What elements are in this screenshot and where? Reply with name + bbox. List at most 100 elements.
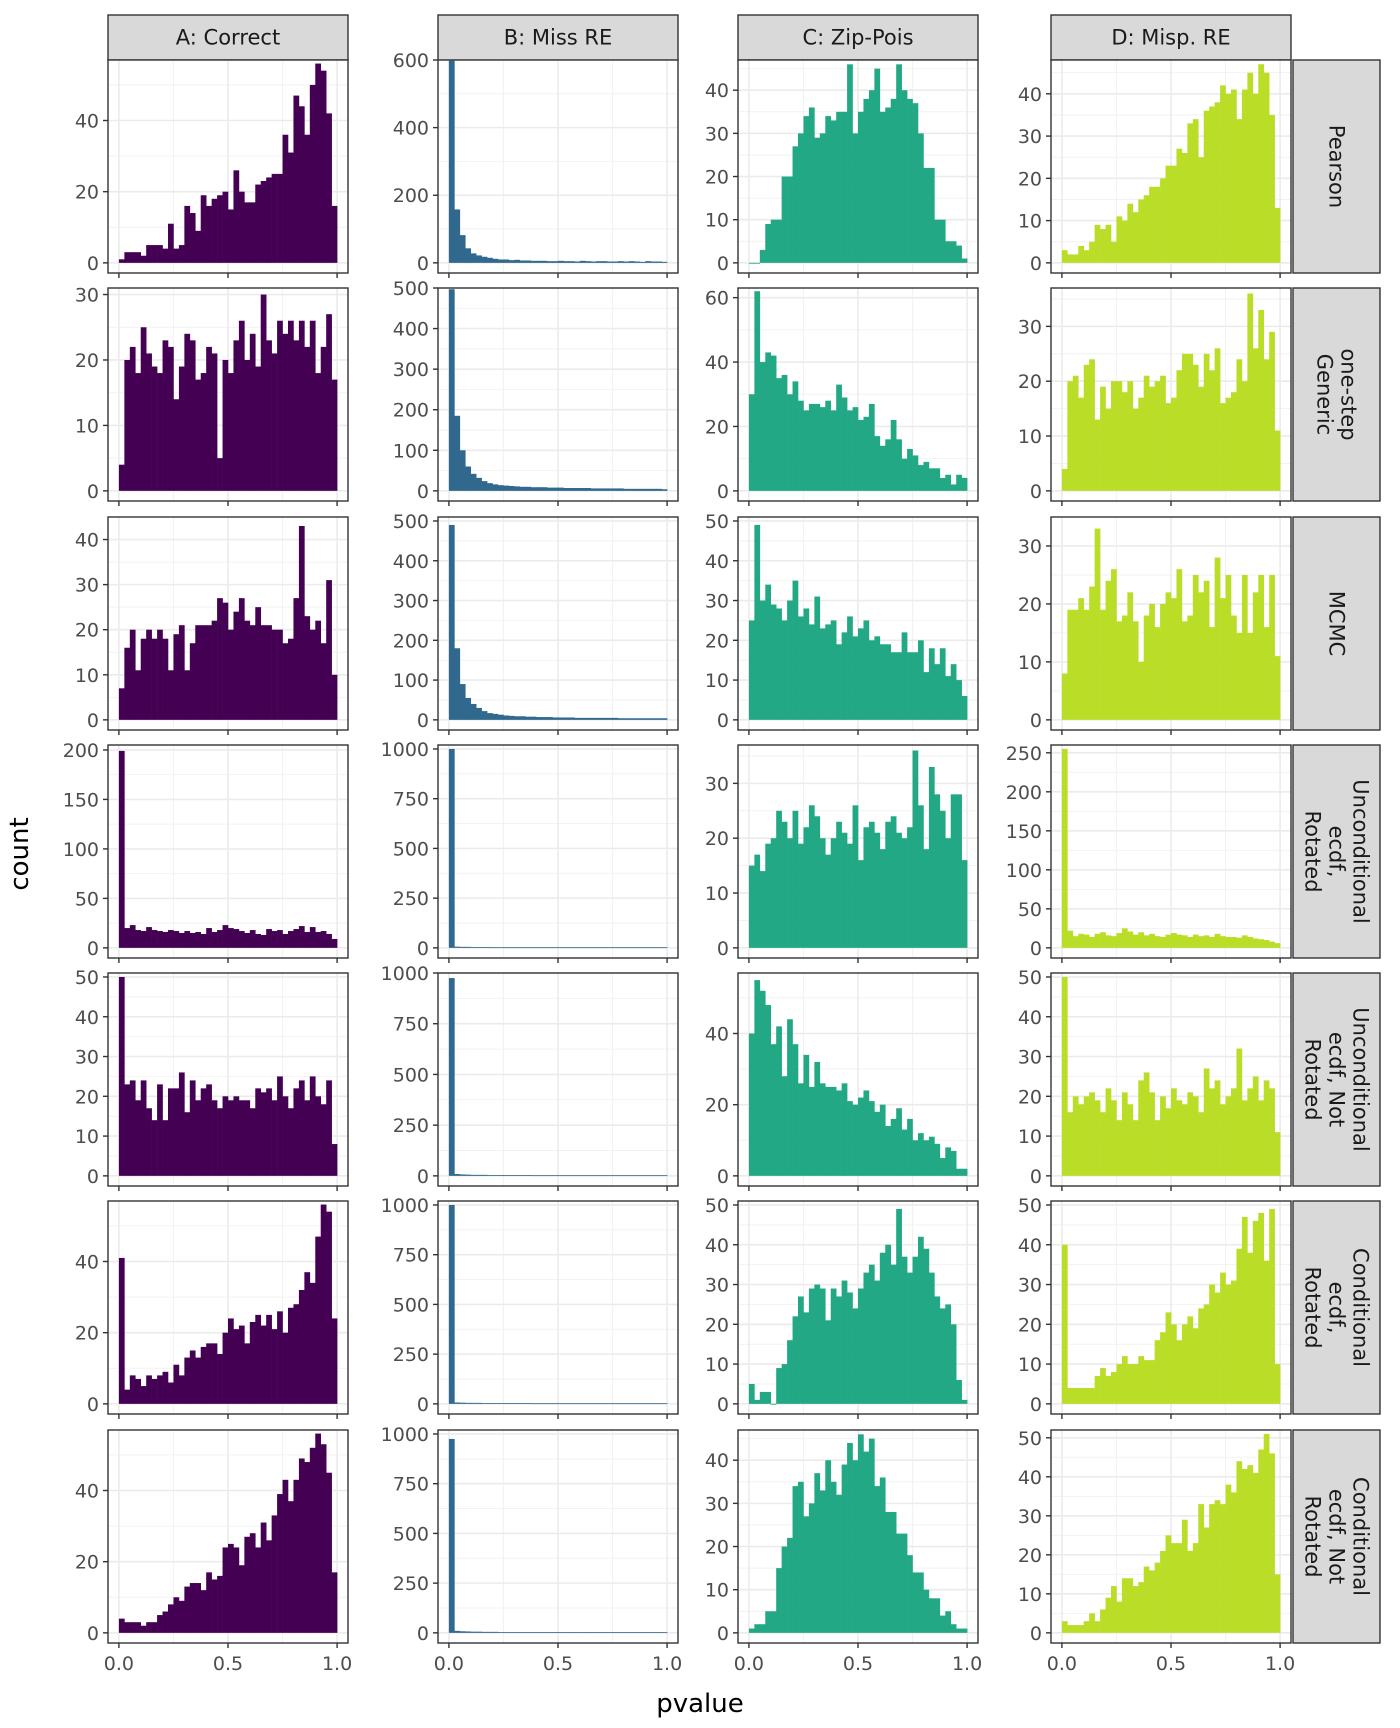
y-tick-label: 750: [393, 789, 429, 811]
histogram-bar: [320, 1444, 327, 1633]
histogram-bar: [189, 643, 196, 720]
histogram-bar: [623, 1403, 630, 1405]
histogram-bar: [961, 1628, 968, 1633]
histogram-bar: [901, 632, 908, 720]
histogram-bar: [1236, 119, 1243, 263]
histogram-bar: [1203, 580, 1210, 720]
histogram-bar: [541, 487, 548, 491]
histogram-bar: [206, 1084, 212, 1176]
histogram-bar: [574, 1175, 581, 1177]
histogram-bar: [309, 84, 316, 263]
histogram-bar: [890, 98, 897, 263]
y-tick-label: 30: [1018, 316, 1042, 338]
histogram-bar: [238, 598, 245, 720]
histogram-bar: [459, 235, 466, 263]
histogram-bar: [618, 1632, 624, 1633]
histogram-bar: [525, 716, 532, 720]
histogram-bar: [157, 629, 163, 720]
histogram-bar: [168, 1088, 174, 1176]
histogram-bar: [498, 1632, 504, 1633]
histogram-bar: [961, 860, 968, 948]
histogram-bar: [1187, 353, 1194, 491]
histogram-bar: [481, 481, 488, 491]
histogram-bar: [1225, 1484, 1232, 1633]
y-tick-label: 30: [75, 285, 99, 307]
y-tick-label: 150: [1006, 821, 1042, 843]
histogram-bar: [798, 843, 804, 948]
histogram-bar: [282, 1332, 289, 1404]
histogram-bar: [293, 340, 300, 491]
histogram-bar: [656, 1632, 662, 1633]
y-tick-label: 500: [393, 1294, 429, 1316]
histogram-bar: [1100, 1368, 1106, 1404]
histogram-bar: [552, 717, 559, 720]
y-tick-label: 500: [393, 1064, 429, 1086]
histogram-bar: [244, 359, 251, 491]
histogram-bar: [623, 718, 630, 720]
histogram-bar: [459, 1174, 466, 1176]
histogram-bar: [1154, 186, 1161, 263]
histogram-bar: [781, 1546, 788, 1633]
y-tick-label: 0: [717, 1394, 729, 1416]
histogram-bar: [514, 1403, 521, 1404]
histogram-bar: [1171, 1543, 1177, 1633]
histogram-bar: [151, 245, 158, 263]
histogram-bar: [260, 625, 267, 720]
histogram-bar: [282, 934, 289, 948]
y-tick-label: 40: [1018, 1007, 1042, 1029]
y-tick-label: 500: [393, 511, 429, 533]
histogram-bar: [759, 1391, 766, 1404]
histogram-bar: [1078, 598, 1085, 720]
histogram-bar: [601, 947, 608, 949]
histogram-bar: [481, 256, 488, 263]
histogram-bar: [1149, 1092, 1155, 1176]
histogram-bar: [939, 1615, 946, 1633]
y-tick-label: 0: [717, 253, 729, 275]
histogram-bar: [178, 933, 185, 948]
histogram-bar: [118, 1618, 125, 1633]
histogram-bar: [1127, 1364, 1134, 1404]
histogram-bar: [1132, 408, 1139, 491]
histogram-bar: [661, 1632, 668, 1633]
histogram-bar: [211, 1343, 218, 1404]
histogram-bar: [661, 1403, 668, 1405]
histogram-bar: [650, 1403, 657, 1405]
y-tick-label: 30: [1018, 536, 1042, 558]
histogram-bar: [868, 1438, 875, 1633]
histogram-bar: [168, 1382, 174, 1404]
histogram-bar: [200, 1346, 207, 1404]
histogram-bar: [1209, 370, 1215, 491]
histogram-bar: [1165, 934, 1172, 948]
histogram-bar: [830, 620, 837, 720]
histogram-bar: [541, 1175, 548, 1177]
histogram-bar: [309, 1282, 316, 1404]
histogram-bar: [331, 1572, 338, 1633]
histogram-bar: [961, 258, 968, 263]
histogram-bar: [601, 1632, 608, 1633]
histogram-bar: [590, 717, 597, 720]
histogram-bar: [601, 488, 608, 491]
histogram-bar: [1072, 375, 1079, 491]
histogram-bar: [787, 838, 793, 948]
histogram-bar: [476, 1631, 482, 1633]
histogram-bar: [956, 794, 962, 948]
histogram-bar: [879, 445, 886, 491]
histogram-bar: [547, 947, 553, 949]
histogram-bar: [1100, 932, 1106, 948]
y-tick-label: 400: [393, 118, 429, 140]
y-tick-label: 0: [1030, 938, 1042, 960]
y-tick-label: 30: [705, 1493, 729, 1515]
histogram-bar: [1143, 1360, 1150, 1404]
histogram-bar: [830, 1481, 837, 1633]
histogram-bar: [1203, 1304, 1210, 1404]
y-tick-label: 10: [1018, 1126, 1042, 1148]
y-tick-label: 40: [75, 1481, 99, 1503]
histogram-bar: [939, 477, 946, 491]
histogram-bar: [233, 1547, 240, 1633]
histogram-bar: [858, 628, 864, 720]
histogram-panel: 0 10 20 30 40 50: [705, 511, 979, 735]
histogram-bar: [514, 259, 521, 263]
histogram-bar: [1121, 928, 1128, 948]
histogram-bar: [1236, 359, 1243, 491]
histogram-bar: [249, 1108, 256, 1176]
